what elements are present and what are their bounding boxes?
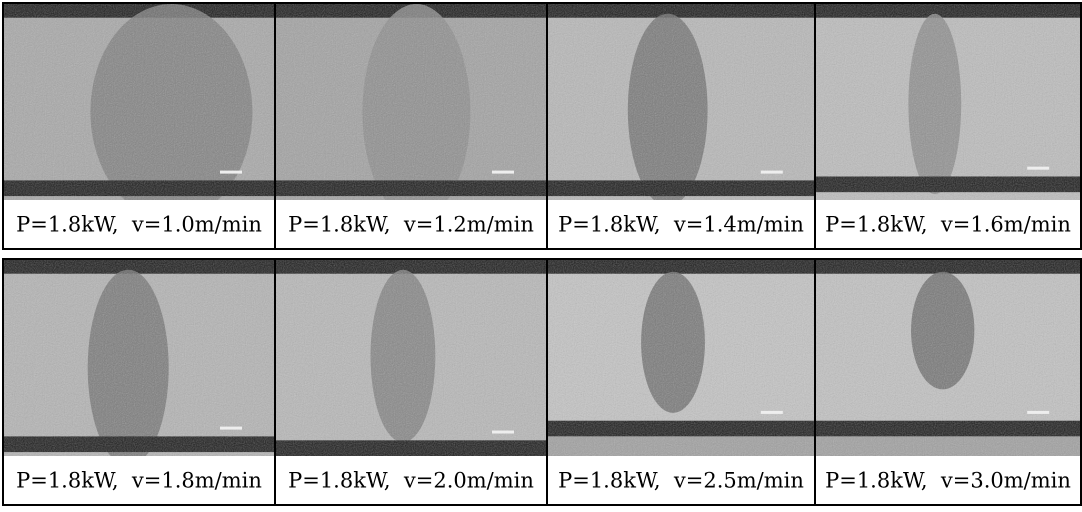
scale-bar <box>220 426 242 430</box>
caption-box <box>548 200 814 248</box>
caption-box <box>816 200 1080 248</box>
grain <box>4 260 274 456</box>
panel-border <box>814 2 1082 250</box>
caption: P=1.8kW, v=1.0m/min <box>16 213 262 237</box>
grain <box>276 4 546 200</box>
caption: P=1.8kW, v=2.0m/min <box>288 469 534 493</box>
scale-bar <box>760 410 783 414</box>
grain <box>548 4 814 200</box>
caption-box <box>4 456 274 504</box>
caption: P=1.8kW, v=3.0m/min <box>825 469 1071 493</box>
grain <box>816 4 1080 200</box>
scale-bar <box>492 170 514 174</box>
panel-border <box>814 258 1082 506</box>
caption: P=1.8kW, v=1.2m/min <box>288 213 534 237</box>
scale-bar <box>1027 410 1050 414</box>
scale-bar <box>1027 166 1050 170</box>
scale-bar <box>220 170 242 174</box>
grain <box>276 260 546 456</box>
caption: P=1.8kW, v=1.4m/min <box>558 213 804 237</box>
caption-box <box>816 456 1080 504</box>
caption: P=1.8kW, v=2.5m/min <box>558 469 804 493</box>
caption: P=1.8kW, v=1.6m/min <box>825 213 1071 237</box>
caption-box <box>548 456 814 504</box>
caption-box <box>276 456 546 504</box>
grain <box>816 260 1080 456</box>
scale-bar <box>760 170 783 174</box>
scale-bar <box>492 430 514 434</box>
caption-box <box>4 200 274 248</box>
caption: P=1.8kW, v=1.8m/min <box>16 469 262 493</box>
grain <box>548 260 814 456</box>
grain <box>4 4 274 200</box>
caption-box <box>276 200 546 248</box>
